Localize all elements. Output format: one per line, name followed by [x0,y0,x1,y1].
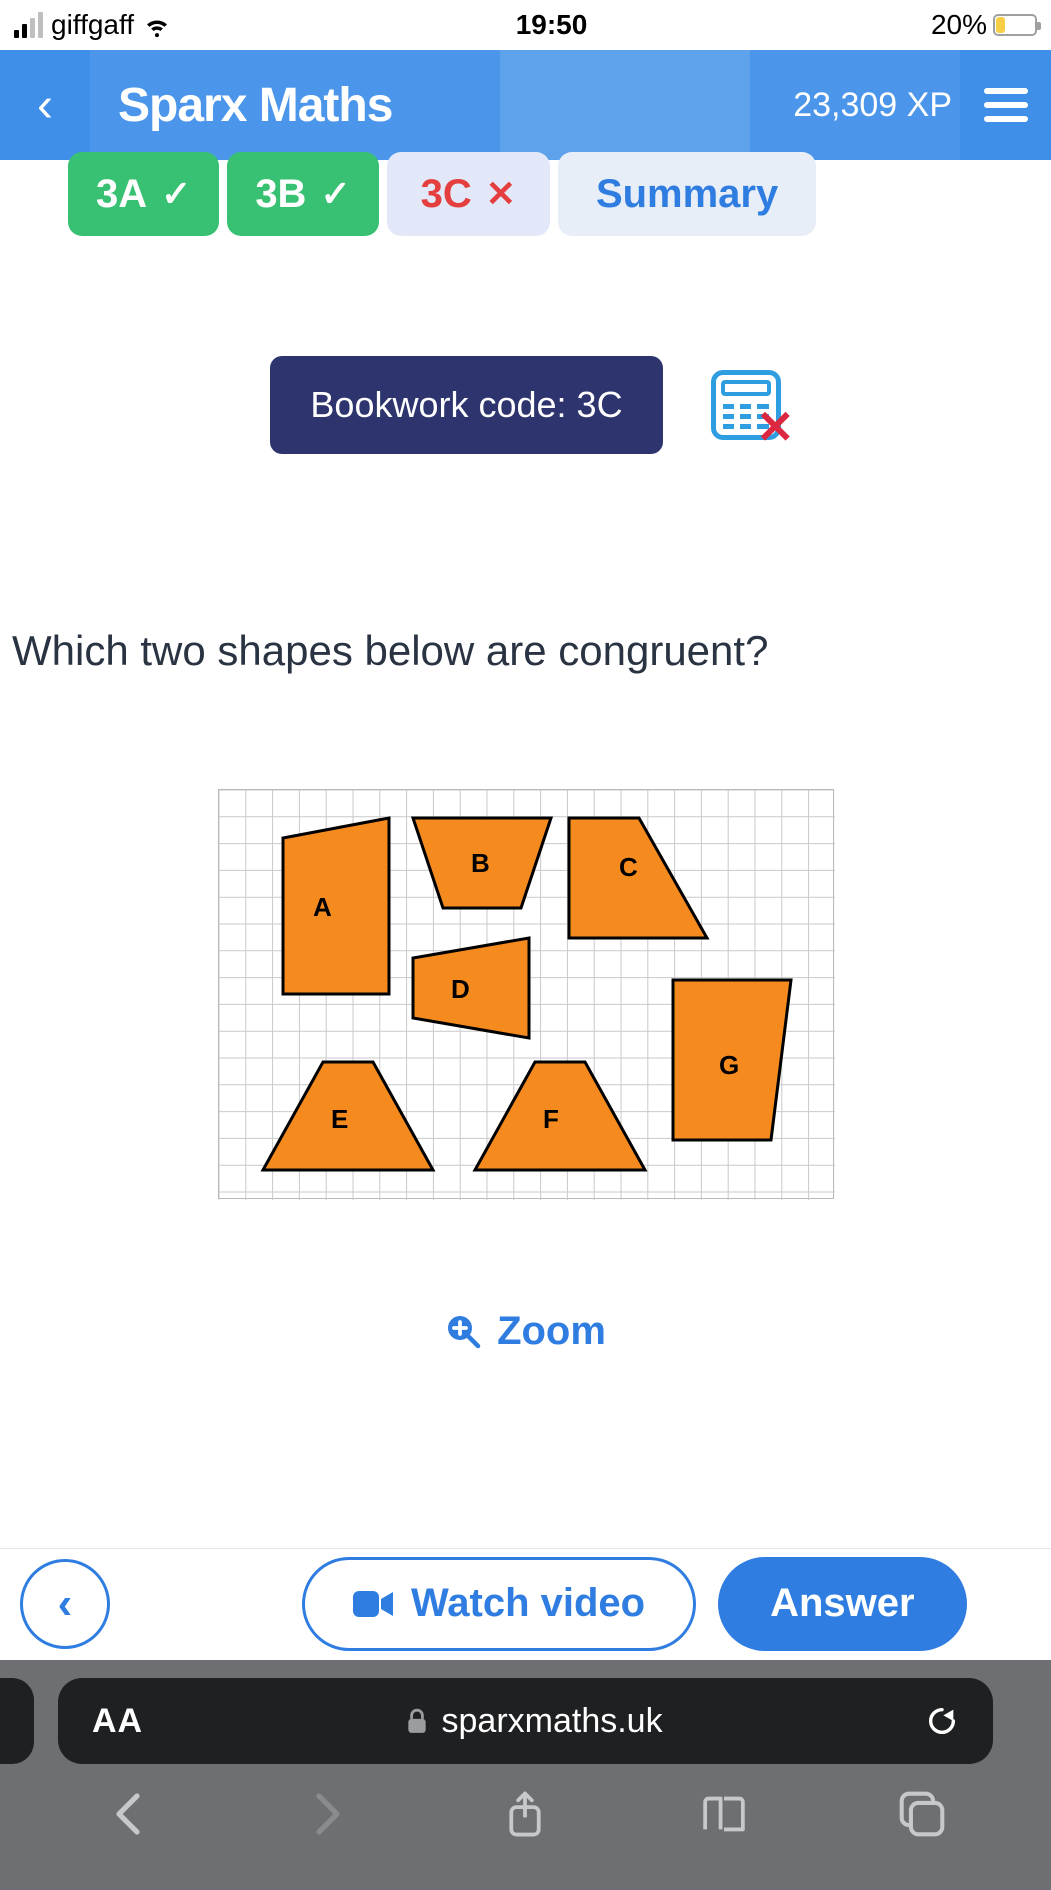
prev-button[interactable]: ‹ [20,1559,110,1649]
shape-a [283,818,389,994]
app-header: ‹ Sparx Maths 23,309 XP [0,50,1051,160]
url-text: sparxmaths.uk [442,1702,663,1741]
cross-icon: ✕ [486,173,516,215]
action-bar: ‹ Watch video Answer [0,1548,1051,1658]
url-bar[interactable]: AA sparxmaths.uk [58,1678,993,1764]
shape-label-d: D [451,974,470,1004]
check-icon: ✓ [320,173,350,215]
safari-forward-icon[interactable] [303,1790,351,1838]
shape-label-f: F [543,1104,559,1134]
shape-label-c: C [619,852,638,882]
tab-3c[interactable]: 3C ✕ [387,152,550,236]
signal-icon [14,12,43,38]
share-icon[interactable] [501,1790,549,1838]
answer-label: Answer [770,1581,915,1626]
app-title: Sparx Maths [118,78,500,133]
check-icon: ✓ [161,173,191,215]
shape-label-a: A [313,892,332,922]
text-size-button[interactable]: AA [92,1702,143,1741]
battery-icon [993,14,1037,36]
battery-pct-label: 20% [931,9,987,41]
carrier-label: giffgaff [51,9,134,41]
bookwork-badge: Bookwork code: 3C [270,356,662,454]
tab-3b[interactable]: 3B ✓ [227,152,378,236]
prev-tab-peek[interactable] [0,1678,34,1764]
shape-d [413,938,529,1038]
shapes-figure: A B C D E F G [218,789,834,1199]
video-icon [353,1589,393,1619]
question-text: Which two shapes below are congruent? [12,624,1039,679]
wifi-icon [142,10,172,40]
clock-label: 19:50 [516,9,588,41]
tab-3a[interactable]: 3A ✓ [68,152,219,236]
watch-video-button[interactable]: Watch video [302,1557,696,1651]
tabs-icon[interactable] [898,1790,946,1838]
tab-label: 3A [96,172,147,217]
progress-tabs: 3A ✓ 3B ✓ 3C ✕ Summary [0,152,1051,236]
zoom-in-icon [445,1313,481,1349]
safari-back-icon[interactable] [105,1790,153,1838]
watch-video-label: Watch video [411,1581,645,1626]
shape-f [475,1062,645,1170]
tab-summary[interactable]: Summary [558,152,816,236]
ios-status-bar: giffgaff 19:50 20% [0,0,1051,50]
reload-icon[interactable] [925,1704,959,1738]
shape-label-e: E [331,1104,348,1134]
tab-label: Summary [596,172,778,217]
back-icon[interactable]: ‹ [37,78,53,133]
calculator-off-icon: ✕ [711,370,781,440]
safari-chrome: AA sparxmaths.uk [0,1660,1051,1890]
shape-label-g: G [719,1050,739,1080]
lock-icon [406,1708,428,1734]
hamburger-icon[interactable] [984,88,1028,122]
shape-c [569,818,707,938]
tab-label: 3B [255,172,306,217]
answer-button[interactable]: Answer [718,1557,967,1651]
zoom-button[interactable]: Zoom [0,1309,1051,1354]
xp-label: 23,309 XP [793,86,952,125]
tab-label: 3C [421,172,472,217]
zoom-label: Zoom [497,1309,606,1354]
bookmarks-icon[interactable] [700,1790,748,1838]
shape-label-b: B [471,848,490,878]
